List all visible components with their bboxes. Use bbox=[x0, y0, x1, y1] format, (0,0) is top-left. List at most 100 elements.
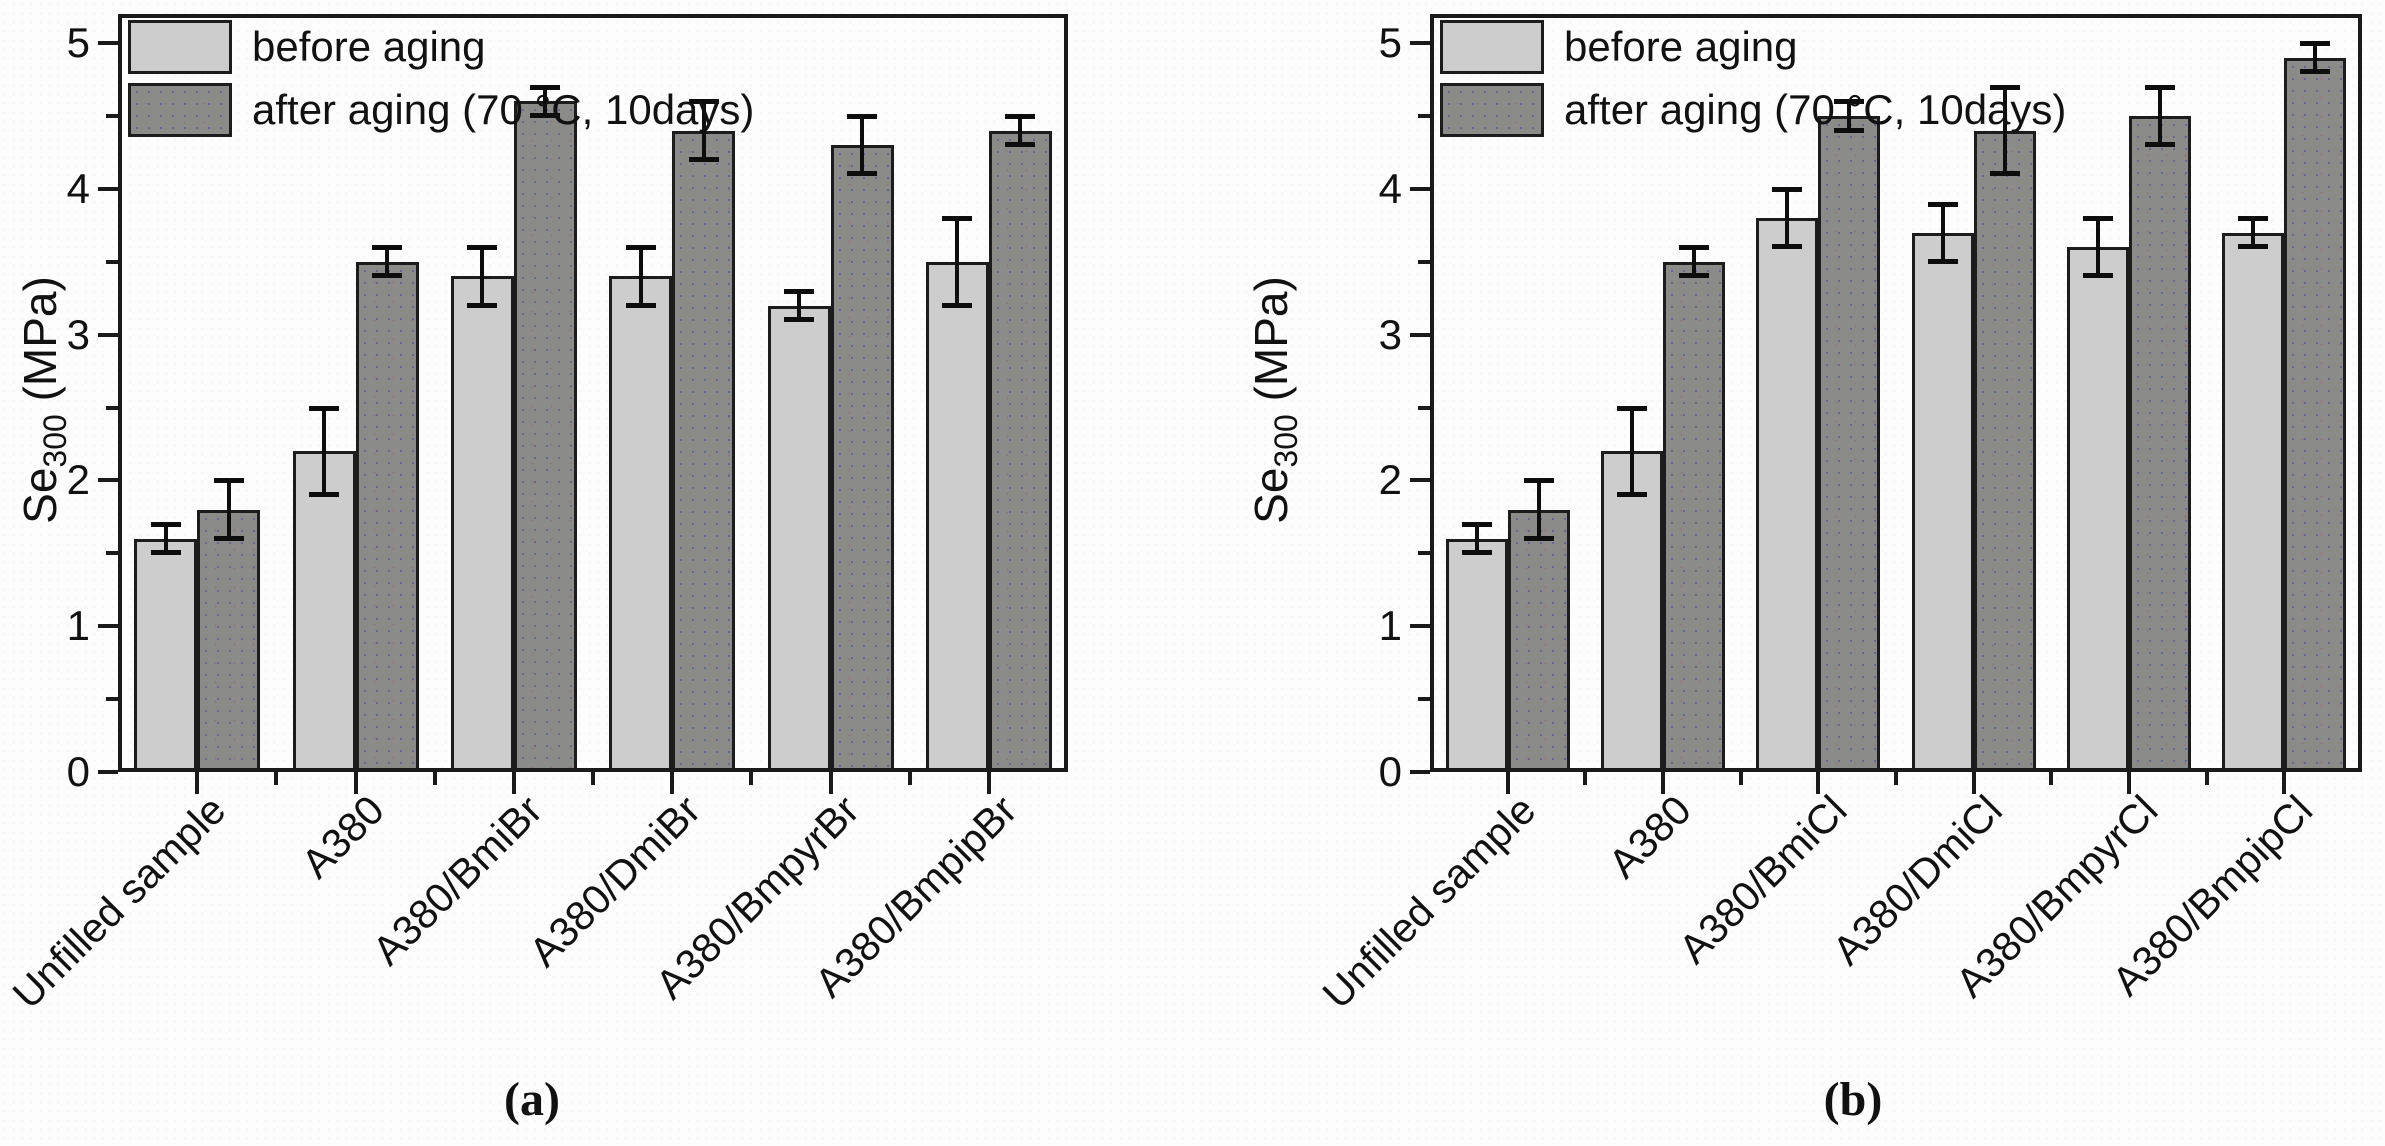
y-tick-label: 1 bbox=[66, 602, 90, 650]
legend-label-after-aging-70-c-10days: after aging (70 °C, 10days) bbox=[1564, 86, 2067, 133]
legend-swatch-after-aging-70-c-10days bbox=[1440, 83, 1544, 137]
bar-a-a380-dmibr-before-aging bbox=[609, 276, 673, 768]
bar-a-unfilled-sample-before-aging bbox=[134, 538, 198, 768]
bar-a-a380-bmibr-after-aging-70-c-10days bbox=[513, 101, 577, 768]
legend-label-before-aging: before aging bbox=[252, 23, 486, 70]
y-tick-label: 3 bbox=[66, 310, 90, 358]
bar-b-a380-bmicl-after-aging-70-c-10days bbox=[1818, 116, 1881, 768]
y-tick-label: 0 bbox=[1378, 748, 1402, 795]
errorbar-a-unfilled-sample-after-aging-70-c-10days bbox=[226, 480, 231, 539]
errorbar-a-a380-bmibr-after-aging-70-c-10days-top-cap bbox=[530, 84, 561, 90]
y-major-tick bbox=[98, 478, 118, 483]
y-minor-tick bbox=[106, 697, 118, 702]
errorbar-b-unfilled-sample-after-aging-70-c-10days-top-cap bbox=[1523, 478, 1554, 484]
bar-b-unfilled-sample-before-aging bbox=[1445, 538, 1508, 768]
y-tick-label: 2 bbox=[66, 456, 90, 504]
x-minor-tick bbox=[749, 772, 754, 785]
x-tick-label-a380: A380 bbox=[292, 786, 393, 887]
errorbar-b-a380-dmicl-after-aging-70-c-10days-bottom-cap bbox=[1989, 171, 2020, 177]
errorbar-a-a380-bmpipbr-after-aging-70-c-10days-bottom-cap bbox=[1005, 142, 1036, 148]
x-major-tick bbox=[1505, 772, 1510, 794]
errorbar-a-a380-bmpyrbr-after-aging-70-c-10days-top-cap bbox=[847, 114, 877, 120]
errorbar-b-a380-bmpipcl-before-aging-top-cap bbox=[2238, 216, 2269, 222]
x-major-tick bbox=[1661, 772, 1665, 794]
errorbar-b-unfilled-sample-after-aging-70-c-10days-bottom-cap bbox=[1523, 535, 1554, 541]
errorbar-b-a380-bmpipcl-after-aging-70-c-10days-bottom-cap bbox=[2300, 69, 2331, 75]
y-major-tick bbox=[1410, 624, 1430, 629]
legend-label-before-aging: before aging bbox=[1564, 23, 1798, 70]
legend-swatch-before-aging bbox=[1440, 20, 1544, 74]
bar-a-a380-bmpipbr-before-aging bbox=[925, 261, 989, 768]
x-major-tick bbox=[1971, 772, 1976, 794]
y-tick-label: 5 bbox=[66, 19, 90, 67]
errorbar-b-a380-bmpyrcl-after-aging-70-c-10days-bottom-cap bbox=[2145, 142, 2175, 148]
errorbar-a-a380-bmpyrbr-after-aging-70-c-10days-bottom-cap bbox=[847, 171, 877, 177]
errorbar-b-a380-bmicl-after-aging-70-c-10days-bottom-cap bbox=[1834, 127, 1865, 133]
errorbar-b-a380-bmicl-after-aging-70-c-10days-top-cap bbox=[1834, 99, 1865, 105]
errorbar-a-a380-bmpipbr-before-aging-top-cap bbox=[942, 216, 973, 222]
bar-a-a380-after-aging-70-c-10days bbox=[355, 261, 419, 768]
errorbar-b-a380-bmpyrcl-before-aging-bottom-cap bbox=[2083, 273, 2113, 279]
bar-b-a380-bmpipcl-before-aging bbox=[2222, 232, 2285, 768]
errorbar-a-a380-bmpyrbr-before-aging-top-cap bbox=[784, 288, 814, 294]
bar-b-unfilled-sample-after-aging-70-c-10days bbox=[1507, 509, 1570, 768]
errorbar-b-a380-after-aging-70-c-10days bbox=[1692, 247, 1696, 277]
panel-b: Se300 (MPa) 0 1 2 3 4 5 Unfilled sample A380 A38… bbox=[1193, 0, 2385, 1146]
x-minor-tick bbox=[274, 772, 279, 785]
bar-b-a380-bmpyrcl-after-aging-70-c-10days bbox=[2129, 116, 2191, 768]
errorbar-b-a380-dmicl-before-aging-bottom-cap bbox=[1927, 258, 1958, 264]
y-minor-tick bbox=[1418, 405, 1430, 410]
x-major-tick bbox=[511, 772, 516, 794]
y-major-tick bbox=[1410, 41, 1430, 46]
plot-area-b: 0 1 2 3 4 5 Unfilled sample A380 A380/BmiCl A380/… bbox=[1193, 0, 2385, 1146]
errorbar-a-a380-before-aging bbox=[322, 407, 326, 496]
errorbar-b-a380-bmicl-before-aging bbox=[1785, 188, 1790, 248]
bar-b-a380-bmicl-before-aging bbox=[1756, 218, 1819, 768]
x-minor-tick bbox=[432, 772, 437, 785]
y-major-tick bbox=[98, 770, 118, 774]
y-tick-label: 5 bbox=[1378, 19, 1402, 67]
y-major-tick bbox=[1410, 478, 1430, 483]
errorbar-a-unfilled-sample-before-aging-top-cap bbox=[150, 522, 181, 528]
bar-a-a380-before-aging bbox=[292, 451, 356, 768]
y-minor-tick bbox=[106, 114, 118, 119]
y-minor-tick bbox=[1418, 697, 1430, 702]
errorbar-b-a380-after-aging-70-c-10days-top-cap bbox=[1679, 245, 1709, 251]
errorbar-a-a380-bmibr-after-aging-70-c-10days bbox=[543, 86, 548, 117]
legend-item-before-aging: before aging bbox=[128, 20, 754, 74]
errorbar-a-a380-before-aging-bottom-cap bbox=[309, 492, 339, 498]
y-major-tick bbox=[98, 332, 118, 337]
errorbar-b-unfilled-sample-after-aging-70-c-10days bbox=[1536, 480, 1541, 539]
x-major-tick bbox=[986, 772, 991, 794]
y-tick-label: 1 bbox=[1378, 602, 1402, 650]
x-major-tick bbox=[1816, 772, 1821, 794]
errorbar-b-a380-bmpyrcl-after-aging-70-c-10days-top-cap bbox=[2145, 84, 2175, 90]
y-minor-tick bbox=[106, 405, 118, 410]
errorbar-b-a380-bmpipcl-before-aging-bottom-cap bbox=[2238, 244, 2269, 250]
plot-area-a: 0 1 2 3 4 5 Unfilled sample A380 A380/BmiBr A380/… bbox=[0, 0, 1192, 1146]
errorbar-b-a380-bmicl-before-aging-bottom-cap bbox=[1772, 244, 1803, 250]
errorbar-a-a380-bmibr-before-aging-top-cap bbox=[467, 245, 498, 251]
errorbar-a-a380-bmpyrbr-before-aging-bottom-cap bbox=[784, 317, 814, 323]
errorbar-b-unfilled-sample-before-aging bbox=[1474, 524, 1479, 554]
bar-a-unfilled-sample-after-aging-70-c-10days bbox=[197, 509, 261, 768]
errorbar-a-a380-bmpyrbr-after-aging-70-c-10days bbox=[860, 116, 864, 175]
errorbar-b-a380-before-aging bbox=[1630, 407, 1634, 496]
errorbar-a-a380-bmibr-before-aging-bottom-cap bbox=[467, 302, 498, 308]
errorbar-a-unfilled-sample-after-aging-70-c-10days-bottom-cap bbox=[213, 535, 244, 541]
x-major-tick bbox=[670, 772, 675, 794]
errorbar-b-a380-bmpyrcl-after-aging-70-c-10days bbox=[2158, 86, 2162, 146]
errorbar-b-unfilled-sample-before-aging-bottom-cap bbox=[1461, 550, 1492, 556]
legend-swatch-after-aging-70-c-10days bbox=[128, 83, 232, 137]
errorbar-a-a380-after-aging-70-c-10days bbox=[385, 247, 389, 277]
errorbar-b-a380-dmicl-after-aging-70-c-10days bbox=[2002, 86, 2007, 175]
bar-a-a380-dmibr-after-aging-70-c-10days bbox=[672, 130, 736, 768]
legend-swatch-before-aging bbox=[128, 20, 232, 74]
y-major-tick bbox=[98, 624, 118, 629]
y-minor-tick bbox=[1418, 551, 1430, 556]
errorbar-a-a380-after-aging-70-c-10days-top-cap bbox=[372, 245, 402, 251]
caption-b: (b) bbox=[1823, 1073, 1883, 1126]
errorbar-b-a380-before-aging-bottom-cap bbox=[1617, 492, 1647, 498]
errorbar-a-a380-dmibr-before-aging bbox=[638, 247, 643, 306]
errorbar-a-a380-dmibr-before-aging-bottom-cap bbox=[625, 302, 656, 308]
